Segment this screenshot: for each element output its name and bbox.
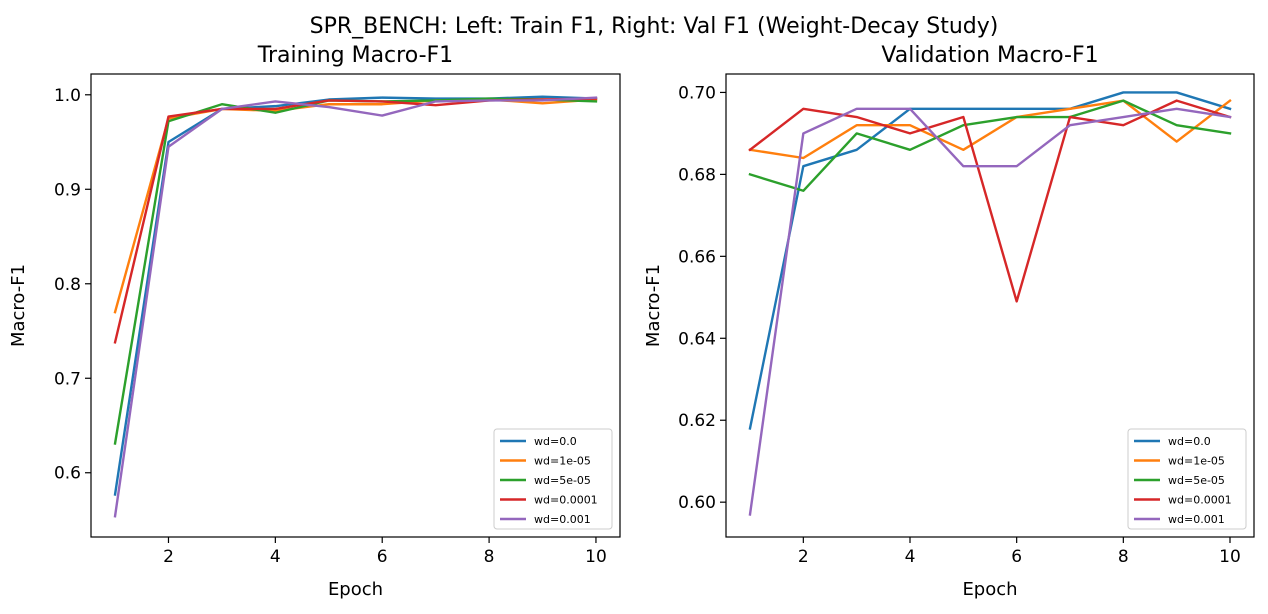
chart-2-xtick-label: 2 [798,547,809,567]
chart-2-ylabel: Macro-F1 [643,264,664,347]
chart-2-xlabel: Epoch [962,579,1017,600]
chart-2-legend-label-wd-1e-05: wd=1e-05 [1168,455,1225,468]
chart-1-ytick-label: 0.9 [54,180,81,200]
chart-1-ytick-label: 1.0 [54,86,81,106]
chart-2-series-wd-0-001 [748,107,1232,516]
chart-2-xtick-label: 6 [1011,547,1022,567]
chart-2-ytick-label: 0.64 [678,329,716,349]
chart-2-axes-frame [725,73,1255,538]
chart-2-xtick-label: 4 [905,547,916,567]
chart-2-series-wd-1e-05 [748,98,1232,160]
chart-2-ytick-label: 0.60 [678,493,716,513]
chart-2-ytick-label: 0.68 [678,165,716,185]
chart-1-series-wd-0-0 [113,95,598,496]
chart-1-legend-label-wd-0-001: wd=0.001 [534,513,591,526]
chart-1-ytick-label: 0.7 [54,369,81,389]
chart-1-xtick-label: 4 [270,547,281,567]
chart-1-title: Training Macro-F1 [257,43,453,68]
chart-1-ylabel: Macro-F1 [8,264,29,347]
chart-1-legend: wd=0.0 wd=1e-05 wd=5e-05 wd=0.0001 wd=0.001 [493,428,613,530]
chart-1-xtick-label: 8 [484,547,495,567]
chart-2-legend-label-wd-0-001: wd=0.001 [1168,513,1225,526]
chart-1-axes-frame [90,73,621,538]
chart-2-ytick-label: 0.66 [678,247,716,267]
chart-1-legend-label-wd-0-0: wd=0.0 [534,435,577,448]
chart-2-ytick-label: 0.62 [678,411,716,431]
chart-1-legend-label-wd-1e-05: wd=1e-05 [534,455,591,468]
chart-1: 2 4 6 8 10 0.6 0.7 0.8 0.9 1.0 Training Macro-F1 Ep… [8,43,621,600]
chart-1-legend-box [493,428,613,530]
chart-1-xtick-label: 2 [163,547,174,567]
chart-1-legend-label-wd-0-0001: wd=0.0001 [534,494,598,507]
chart-2-legend-label-wd-5e-05: wd=5e-05 [1168,474,1225,487]
chart-2-legend-label-wd-0-0001: wd=0.0001 [1168,494,1232,507]
chart-1-xlabel: Epoch [328,579,383,600]
chart-2-legend-label-wd-0-0: wd=0.0 [1168,435,1211,448]
chart-2-xtick-label: 10 [1219,547,1241,567]
chart-1-legend-label-wd-5e-05: wd=5e-05 [534,474,591,487]
chart-1-ytick-label: 0.8 [54,275,81,295]
chart-1-ytick-label: 0.6 [54,464,81,484]
chart-1-series-wd-5e-05 [113,97,598,445]
chart-2: 2 4 6 8 10 0.60 0.62 0.64 0.66 0.68 0.70 Validation… [643,43,1255,600]
chart-1-series-wd-0-0001 [113,97,598,344]
chart-2-legend-box [1127,428,1247,530]
chart-2-series-wd-0-0 [748,91,1232,430]
chart-2-legend: wd=0.0 wd=1e-05 wd=5e-05 wd=0.0001 wd=0.001 [1127,428,1247,530]
chart-2-title: Validation Macro-F1 [881,43,1098,68]
chart-1-series-wd-0-001 [113,96,598,518]
chart-1-xtick-label: 10 [585,547,607,567]
chart-2-series-wd-0-0001 [748,99,1232,303]
chart-1-xtick-label: 6 [377,547,388,567]
chart-2-xtick-label: 8 [1118,547,1129,567]
figure-suptitle: SPR_BENCH: Left: Train F1, Right: Val F1… [310,14,999,39]
chart-2-ytick-label: 0.70 [678,83,716,103]
